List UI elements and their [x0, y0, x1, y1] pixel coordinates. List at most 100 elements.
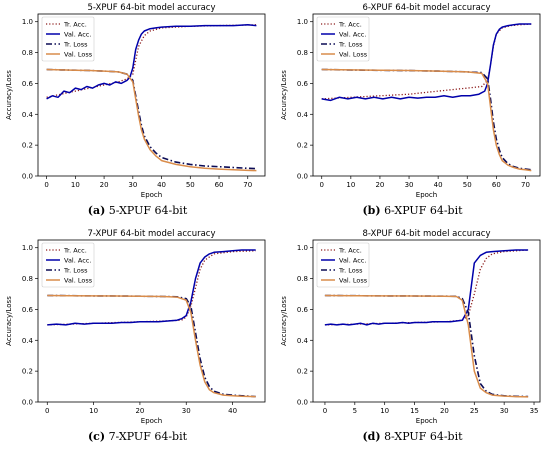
plot-frame — [37, 239, 266, 403]
series-line-tr-loss — [324, 294, 529, 398]
series-line-val-loss — [321, 68, 532, 172]
series-line-val-acc — [324, 249, 529, 326]
legend-label: Tr. Acc. — [338, 246, 362, 254]
series-line-val-acc — [47, 249, 256, 326]
x-tick-label: 10 — [346, 181, 355, 189]
legend-label: Val. Loss — [64, 50, 93, 58]
y-tick-label: 1.0 — [297, 18, 308, 26]
x-tick-label: 10 — [380, 407, 389, 415]
x-tick-label: 40 — [434, 181, 443, 189]
y-tick-label: 0.6 — [297, 80, 309, 88]
x-tick-label: 10 — [89, 407, 98, 415]
chart-8-xpuf: 8-XPUF 64-bit model accuracy 0 5 10 15 20 25 30… — [280, 229, 541, 425]
legend-label: Tr. Acc. — [338, 20, 362, 28]
legend-label: Val. Acc. — [64, 256, 91, 264]
y-tick-label: 0.8 — [297, 275, 308, 283]
legend-label: Tr. Loss — [63, 266, 88, 274]
y-axis-label: Accuracy/Loss — [280, 70, 288, 120]
y-tick-label: 0.6 — [22, 80, 34, 88]
legend: Tr. Acc. Val. Acc. Tr. Loss Val. Loss — [316, 16, 370, 62]
series-line-val-loss — [324, 294, 529, 398]
y-tick-label: 0.0 — [22, 173, 33, 181]
caption-label: (b) — [362, 204, 381, 217]
panel-b: 6-XPUF 64-bit model accuracy 0 10 20 30 40 50 6… — [275, 0, 550, 224]
caption-a: (a) 5-XPUF 64-bit — [0, 204, 275, 217]
legend-label: Val. Acc. — [339, 30, 366, 38]
y-tick-label: 0.2 — [22, 142, 33, 150]
x-tick-label: 60 — [492, 181, 501, 189]
x-tick-label: 30 — [500, 407, 509, 415]
y-tick-label: 0.8 — [297, 49, 308, 57]
chart-title: 6-XPUF 64-bit model accuracy — [362, 3, 490, 13]
y-tick-label: 0.6 — [22, 306, 34, 314]
plot-frame — [37, 13, 266, 177]
y-tick-label: 0.4 — [22, 111, 34, 119]
series-line-tr-loss — [46, 68, 257, 170]
legend-label: Tr. Loss — [63, 40, 88, 48]
y-tick-label: 0.0 — [297, 399, 308, 407]
x-axis-label: Epoch — [416, 191, 437, 199]
caption-text: 5-XPUF 64-bit — [108, 204, 188, 217]
x-tick-label: 0 — [44, 181, 48, 189]
y-tick-label: 0.8 — [22, 49, 33, 57]
y-tick-label: 0.4 — [22, 337, 34, 345]
panel-c: 7-XPUF 64-bit model accuracy 0 10 20 30 40 0.0… — [0, 226, 275, 450]
legend-box — [316, 242, 370, 288]
legend-label: Tr. Acc. — [63, 20, 87, 28]
x-tick-label: 70 — [243, 181, 252, 189]
x-tick-label: 30 — [405, 181, 414, 189]
x-tick-label: 30 — [182, 407, 191, 415]
caption-text: 8-XPUF 64-bit — [384, 430, 463, 443]
series-line-tr-acc — [46, 24, 257, 98]
legend-label: Tr. Acc. — [63, 246, 87, 254]
x-tick-label: 0 — [45, 407, 49, 415]
plot-frame — [312, 239, 541, 403]
legend-label: Val. Loss — [339, 276, 368, 284]
x-tick-label: 5 — [353, 407, 357, 415]
x-tick-label: 20 — [135, 407, 144, 415]
legend: Tr. Acc. Val. Acc. Tr. Loss Val. Loss — [41, 242, 95, 288]
x-tick-label: 50 — [463, 181, 472, 189]
chart-7-xpuf: 7-XPUF 64-bit model accuracy 0 10 20 30 40 0.0… — [5, 229, 266, 425]
x-tick-label: 15 — [410, 407, 419, 415]
caption-d: (d) 8-XPUF 64-bit — [275, 430, 550, 443]
legend-label: Val. Acc. — [64, 30, 91, 38]
chart-6-xpuf: 6-XPUF 64-bit model accuracy 0 10 20 30 40 50 6… — [280, 3, 541, 199]
y-axis-label: Accuracy/Loss — [5, 70, 13, 120]
y-tick-label: 0.0 — [297, 173, 308, 181]
chart-title: 8-XPUF 64-bit model accuracy — [362, 229, 490, 239]
panel-d: 8-XPUF 64-bit model accuracy 0 5 10 15 20 25 30… — [275, 226, 550, 450]
legend-label: Val. Acc. — [339, 256, 366, 264]
series-line-tr-loss — [321, 68, 532, 171]
caption-label: (c) — [87, 430, 106, 443]
legend-box — [41, 16, 95, 62]
y-axis-label: Accuracy/Loss — [280, 296, 288, 346]
series-line-val-loss — [46, 68, 257, 172]
x-axis-label: Epoch — [416, 417, 437, 425]
x-tick-label: 50 — [186, 181, 195, 189]
y-tick-label: 1.0 — [22, 244, 33, 252]
legend-label: Tr. Loss — [338, 266, 363, 274]
legend-label: Val. Loss — [339, 50, 368, 58]
y-tick-label: 0.2 — [297, 142, 308, 150]
x-tick-label: 70 — [521, 181, 530, 189]
y-tick-label: 0.4 — [297, 111, 309, 119]
legend-label: Tr. Loss — [338, 40, 363, 48]
chart-5-xpuf: 5-XPUF 64-bit model accuracy 0 10 20 30 40 50 6… — [5, 3, 266, 199]
plot-frame — [312, 13, 541, 177]
legend-box — [41, 242, 95, 288]
x-tick-label: 20 — [100, 181, 109, 189]
x-tick-label: 20 — [440, 407, 449, 415]
legend: Tr. Acc. Val. Acc. Tr. Loss Val. Loss — [41, 16, 95, 62]
y-tick-label: 0.8 — [22, 275, 33, 283]
x-tick-label: 40 — [157, 181, 166, 189]
y-tick-label: 0.2 — [297, 368, 308, 376]
caption-label: (a) — [87, 204, 106, 217]
x-tick-label: 10 — [71, 181, 80, 189]
y-axis-label: Accuracy/Loss — [5, 296, 13, 346]
caption-text: 6-XPUF 64-bit — [384, 204, 463, 217]
panel-a: 5-XPUF 64-bit model accuracy 0 10 20 30 40 50 6… — [0, 0, 275, 224]
y-tick-label: 1.0 — [297, 244, 308, 252]
caption-text: 7-XPUF 64-bit — [108, 430, 188, 443]
x-tick-label: 0 — [323, 407, 327, 415]
